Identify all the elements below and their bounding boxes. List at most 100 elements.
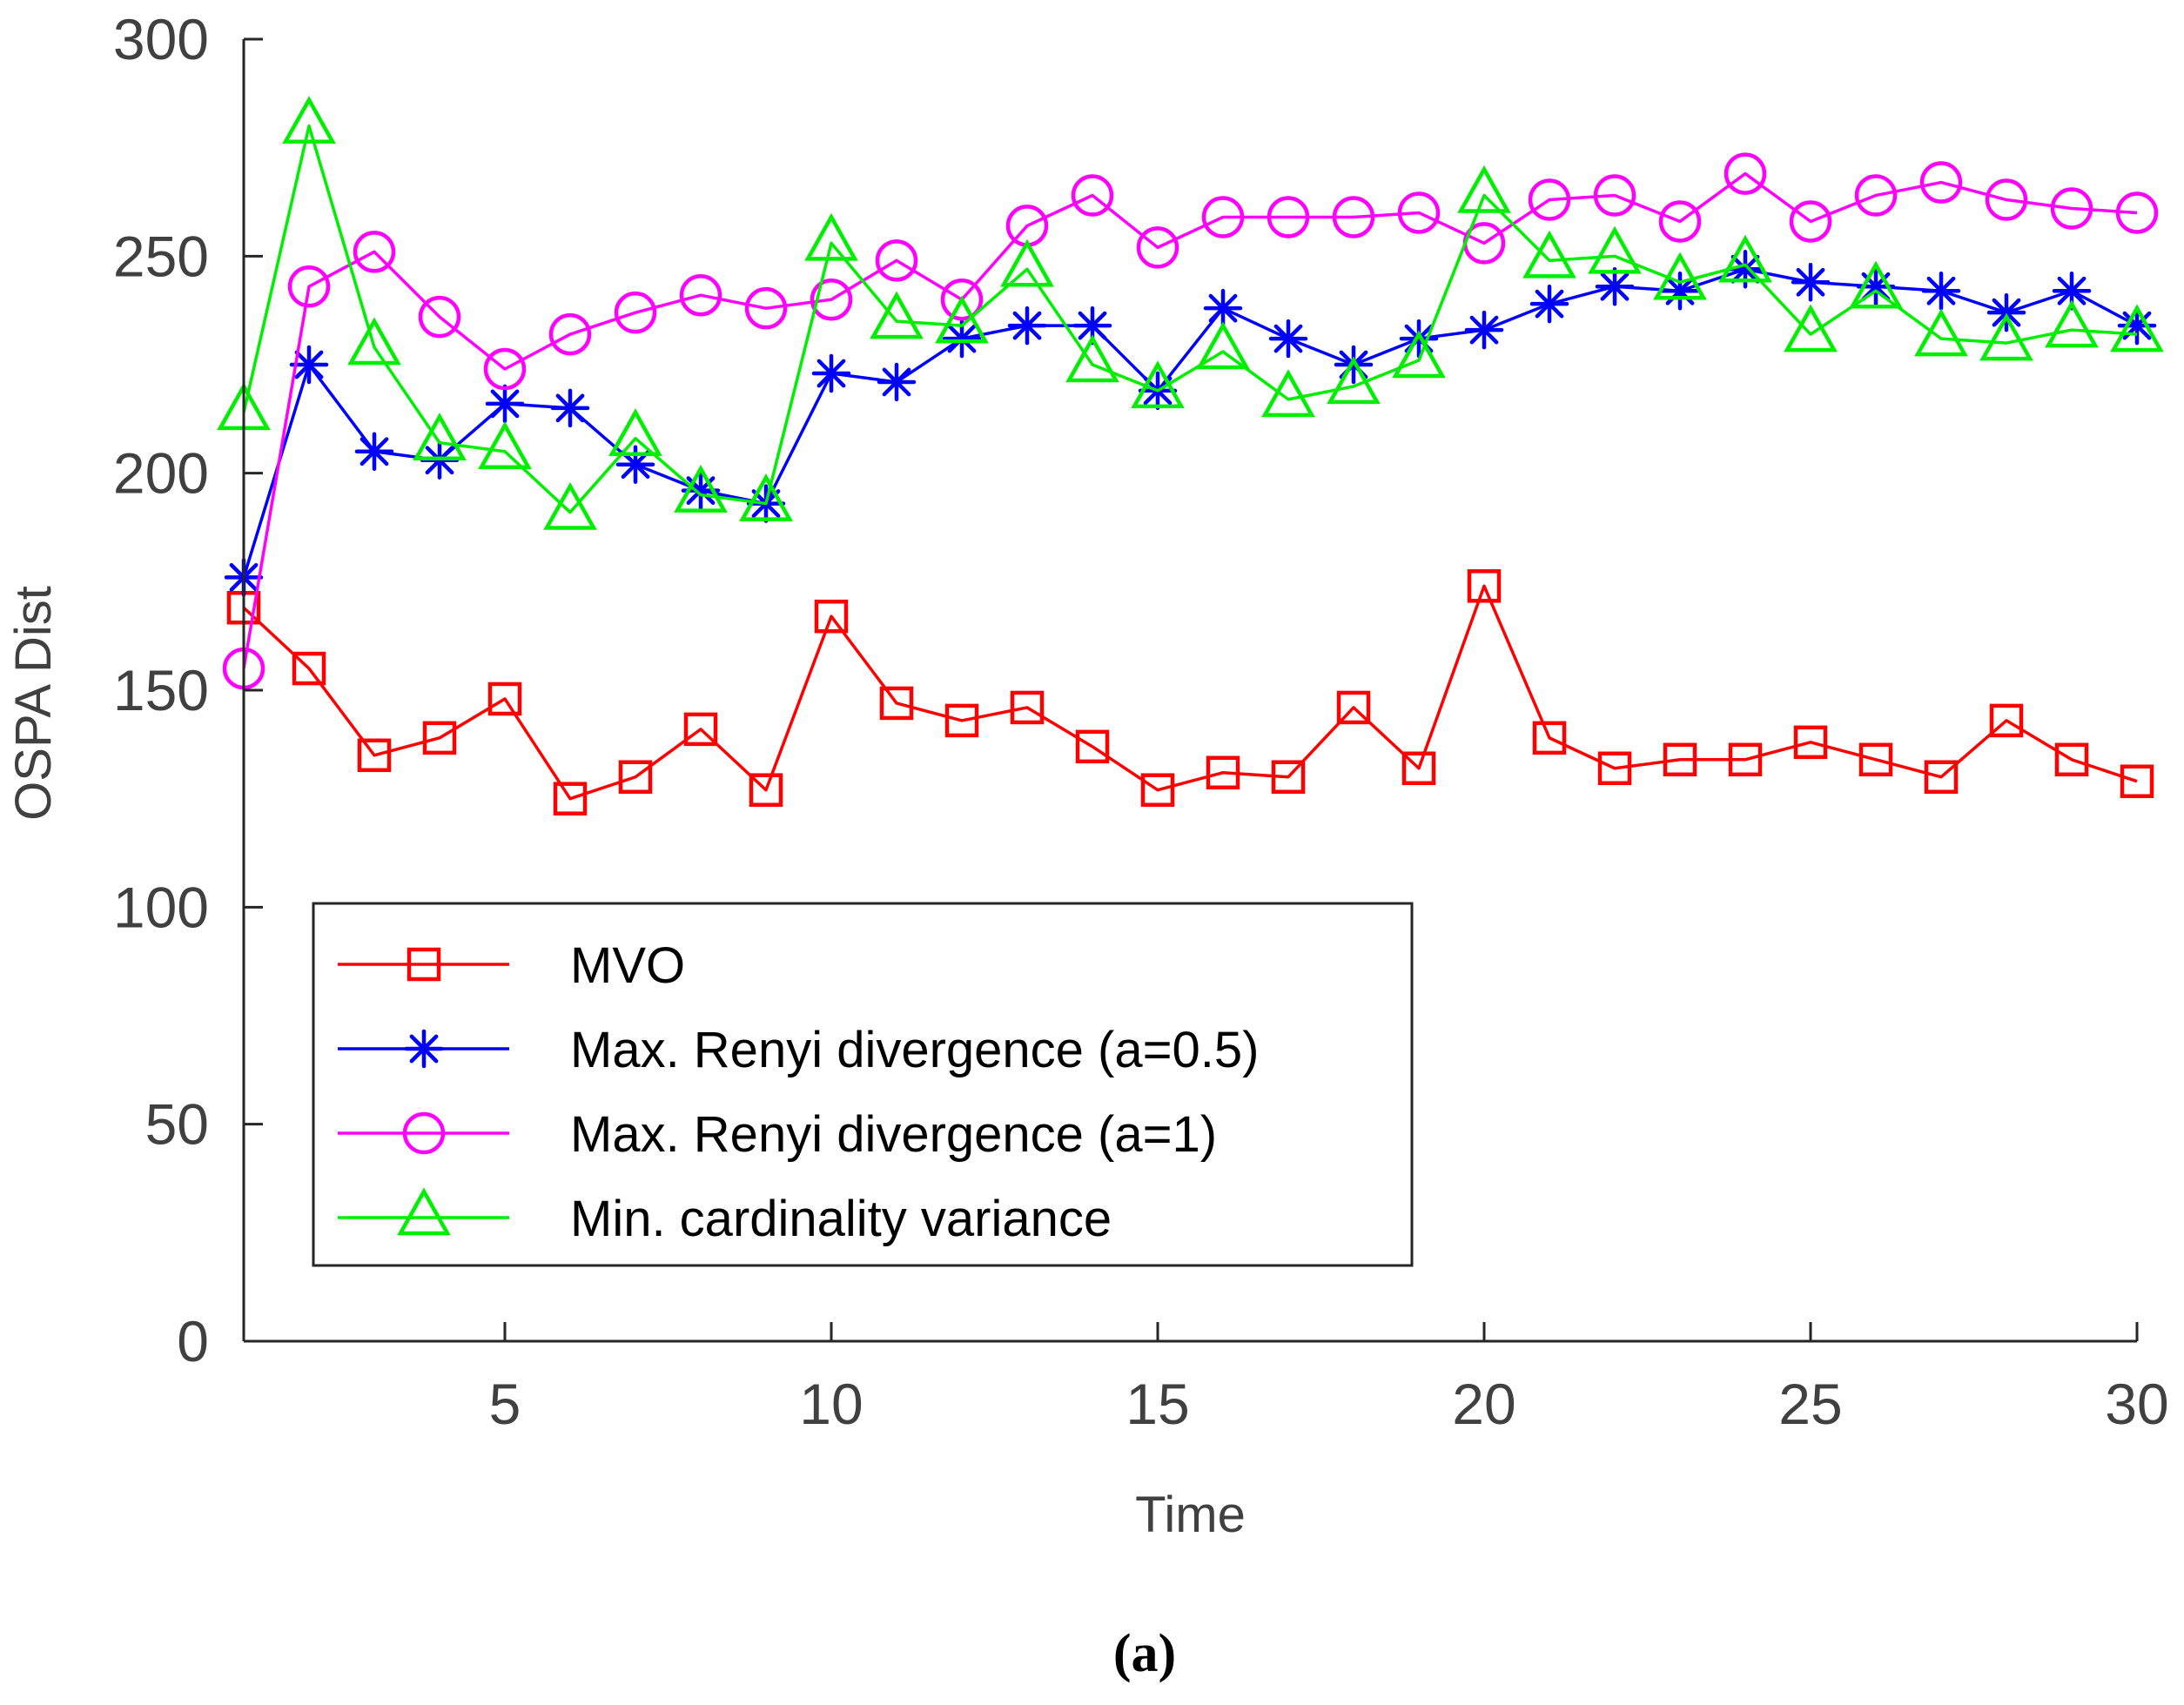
data-point [1989, 703, 2024, 738]
asterisk-stroke [1992, 298, 2021, 327]
data-point [1007, 305, 1047, 346]
data-point [1201, 196, 1245, 238]
asterisk-stroke [2057, 276, 2087, 305]
data-point [1271, 760, 1306, 794]
data-point [1065, 334, 1119, 383]
series-circle [222, 152, 2159, 690]
data-point [1854, 174, 1898, 217]
data-point [1653, 252, 1707, 300]
x-tick-label: 10 [799, 1372, 863, 1436]
data-point [2045, 299, 2099, 348]
data-point [1334, 345, 1374, 385]
legend-label: Min. cardinality variance [570, 1191, 1112, 1247]
data-point [354, 432, 394, 471]
data-point [550, 388, 590, 428]
data-point [1522, 230, 1576, 279]
data-point [1597, 751, 1632, 786]
x-tick-label: 30 [2105, 1372, 2168, 1436]
data-point [413, 413, 467, 461]
data-point [1663, 742, 1697, 777]
data-point [353, 231, 396, 273]
data-point [1336, 690, 1371, 725]
data-point [1724, 152, 1767, 195]
y-tick-label: 200 [113, 441, 209, 506]
asterisk-stroke [555, 393, 585, 423]
data-point [2117, 305, 2157, 346]
legend-item: Min. cardinality variance [338, 1187, 1112, 1247]
legend-marker [397, 1187, 451, 1236]
series-triangle [217, 96, 2164, 530]
y-axis-label: OSPA Dist [5, 586, 62, 821]
data-point [739, 473, 793, 521]
data-point [289, 345, 329, 385]
data-point [608, 408, 662, 457]
y-tick-label: 150 [113, 658, 209, 722]
data-point [357, 738, 392, 773]
data-point [1528, 178, 1571, 221]
data-point [485, 384, 525, 424]
data-point [1261, 369, 1315, 418]
data-point [1784, 304, 1838, 352]
data-point [1196, 321, 1250, 370]
asterisk-stroke [1796, 267, 1825, 297]
data-point [870, 291, 924, 339]
data-point [282, 96, 336, 144]
series-line [242, 171, 2138, 669]
data-point [804, 212, 858, 261]
data-point [1919, 161, 1963, 204]
data-point [942, 319, 982, 359]
plot-marks [217, 96, 2164, 816]
data-point [1467, 569, 1502, 603]
data-point [811, 353, 851, 393]
data-point [1595, 266, 1635, 306]
legend-marker [407, 947, 441, 982]
data-point [679, 273, 722, 317]
data-point [1464, 310, 1504, 350]
asterisk-stroke [882, 367, 911, 397]
data-point [422, 721, 457, 755]
data-point [1529, 284, 1569, 324]
legend-label: Max. Renyi divergence (a=0.5) [570, 1022, 1259, 1078]
asterisk-stroke [1600, 272, 1630, 301]
x-axis-label: Time [1135, 1487, 1246, 1543]
series-line [242, 584, 2138, 801]
data-point [1392, 330, 1446, 379]
data-point [1793, 725, 1828, 760]
series-square [226, 569, 2154, 816]
data-point [1457, 164, 1511, 213]
asterisk-stroke [621, 450, 650, 480]
legend-item: Max. Renyi divergence (a=0.5) [338, 1022, 1259, 1078]
data-point [553, 782, 588, 816]
data-point [618, 760, 653, 794]
asterisk-stroke [360, 437, 389, 467]
data-point [1986, 292, 2026, 332]
series-line [242, 267, 2138, 578]
data-point [1332, 196, 1375, 238]
data-point [1136, 226, 1179, 269]
data-point [2054, 742, 2089, 777]
x-tick-label: 20 [1452, 1372, 1515, 1436]
data-point [1728, 742, 1763, 777]
legend-marker [402, 1111, 446, 1155]
data-point [1075, 729, 1110, 764]
data-point [418, 295, 461, 339]
asterisk-stroke [1469, 315, 1499, 345]
data-point [944, 703, 979, 738]
asterisk-stroke [816, 359, 846, 388]
series-asterisk [224, 250, 2157, 597]
asterisk-stroke [1926, 276, 1956, 305]
figure-caption: (a) [1113, 1624, 1176, 1683]
data-point [1921, 271, 1961, 311]
asterisk-stroke [294, 350, 324, 379]
data-point [875, 239, 918, 282]
data-point [1010, 690, 1045, 725]
data-point [1140, 773, 1175, 807]
data-point [749, 773, 783, 807]
data-point [478, 421, 532, 469]
data-point [1924, 760, 1959, 794]
data-point [1206, 755, 1240, 789]
data-point [744, 286, 788, 330]
asterisk-stroke [1273, 324, 1303, 353]
asterisk-stroke [1012, 311, 1042, 340]
